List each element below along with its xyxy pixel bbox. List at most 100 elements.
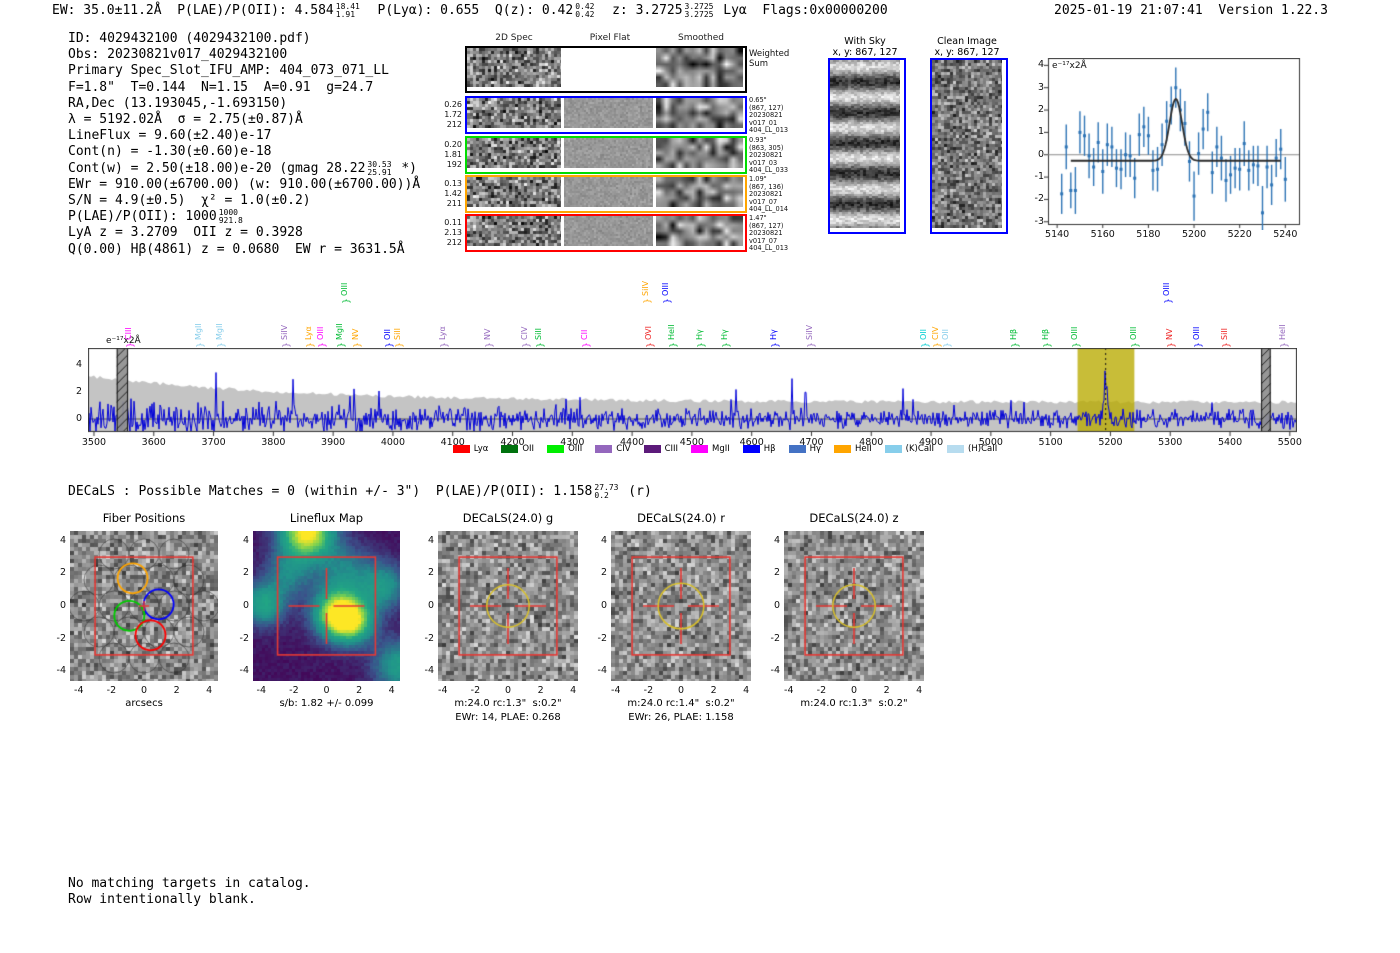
emission-line-label-text: Hγ [769,329,779,340]
cutout-right-value: (867, 136) [749,182,784,191]
cutout-right-value: v017_07 [749,236,778,245]
fit-ytick-label: 4 [1037,59,1044,71]
spectrum-xtick-label: 5500 [1277,437,1302,448]
cutout-col-header: Smoothed [678,33,724,43]
legend-item: MgII [691,444,730,454]
bracket-glyph: { [720,342,731,348]
footer-note: No matching targets in catalog. Row inte… [68,876,311,908]
panel-xtick-label: 4 [916,685,923,696]
spectrum-legend: Lyα OII OIII CIV CIII MgII Hβ Hγ HeII (K)CaII (H)C… [360,444,1090,454]
legend-label: CIV [616,444,631,454]
header-meta: 2025-01-19 21:07:41 Version 1.22.3 [1054,3,1328,18]
cutout-2dspec-image [467,48,561,87]
legend-label: Lyα [473,444,489,454]
panel-ytick-label: -4 [424,665,434,677]
panel-caption-2: EWr: 14, PLAE: 0.268 [455,712,561,723]
spectrum-ytick-label: 0 [75,413,82,424]
cutout-right-value: 404_LL_013 [749,244,789,253]
cutout-right-value: 20230821 [749,190,783,199]
emission-line-label-text: CII [579,329,589,340]
panel-xtick-label: 0 [504,685,512,696]
legend-swatch-icon [742,445,760,453]
cutout-smoothed-image [656,216,743,246]
bracket-glyph: { [215,342,226,348]
panel-xtick-label: -2 [643,685,654,696]
legend-label: Hβ [763,444,776,454]
panel-ytick-label: -4 [239,665,249,677]
panel-ytick-label: 2 [600,567,607,579]
bracket-glyph: { [695,342,706,348]
panel-xtick-label: -2 [816,685,827,696]
panel-image-2 [438,531,578,681]
header-text-6: Lyα Flags:0x00000200 [715,3,888,18]
panel-xtick-label: -4 [74,685,84,696]
panel-xtick-label: -2 [106,685,117,696]
panel-ytick-label: -4 [770,665,780,677]
info-line-10: S/N = 4.9(±0.5) χ² = 1.0(±0.2) [68,193,311,209]
panel-ytick-label: 2 [427,567,434,579]
cutout-pixelflat-image [564,98,653,128]
emission-line-label-text: SiII [1219,327,1229,340]
panel-ytick-label: 2 [242,567,249,579]
emission-line-label-text: Hγ [720,329,730,340]
header-frac-1: 18.41 1.91 [335,2,360,19]
cutout-left-value: 212 [446,120,462,129]
spectrum-xtick-label: 4100 [440,437,465,448]
panel-title: Lineflux Map [289,511,364,525]
sky-title-line: With Sky [844,36,886,47]
legend-item: HeII [834,444,872,454]
cutout-left-value: 1.72 [444,110,462,119]
cutout-right-value: 1.09" [749,175,767,183]
cutout-pixelflat-image [564,216,653,246]
emission-line-label-text: OII [382,328,392,340]
panel-xtick-label: -4 [611,685,621,696]
cutout-right-value: 0.65" [749,96,767,104]
emission-line-label-text: Lyα [304,326,314,340]
legend-swatch-icon [884,445,902,453]
panel-xtick-label: 0 [140,685,148,696]
bracket-glyph: { [1041,342,1052,348]
cutout-row-left-labels: 0.20 1.81 192 [438,140,462,170]
footer-line-2: Row intentionally blank. [68,892,256,908]
panel-ytick-label: 4 [427,534,434,546]
bracket-glyph: { [534,342,545,348]
legend-label: OII [522,444,535,454]
bracket-glyph: { [941,342,952,348]
cutout-pixelflat-image [564,177,653,207]
info-line-11-frac-0: 1000 921.8 [218,208,243,226]
panel-xtick-label: 2 [883,685,890,696]
cutout-row-right-labels: 0.93" (863, 305) 20230821 v017_03 404_LL_033 [749,136,809,175]
legend-item: Lyα [452,444,489,454]
bracket-glyph: { [1220,342,1231,348]
panel-ytick-label: -2 [56,632,66,644]
panel-ytick-label: 4 [59,534,66,546]
info-line-4: RA,Dec (13.193045,-1.693150) [68,95,288,111]
panel-xtick-label: 0 [850,685,858,696]
fit-xtick-label: 5160 [1090,229,1115,240]
report-timestamp: 2025-01-19 21:07:41 [1054,3,1203,18]
emission-line-label-text: HeII [1278,324,1288,340]
cutout-2dspec-image [467,98,561,128]
spectrum-xtick-label: 5000 [978,437,1003,448]
panel-title: DECaLS(24.0) z [809,511,899,525]
fit-ytick-label: -1 [1034,171,1044,183]
panel-xtick-label: -2 [470,685,481,696]
panel-xtick-label: 4 [388,685,395,696]
header-text-2: P(Lyα): 0.655 Q(z): 0.42 [361,3,574,18]
panel-caption-1: m:24.0 rc:1.4" s:0.2" [627,698,735,709]
info-line-1: Obs: 20230821v017_4029432100 [68,47,288,63]
legend-swatch-icon [643,445,661,453]
panel-ytick-label: -4 [597,665,607,677]
cutout-2dspec-image [467,216,561,246]
fit-ytick-label: -3 [1034,215,1044,227]
fit-ytick-label: -2 [1034,193,1044,205]
cutout-left-value: 192 [446,160,462,169]
panel-caption-1: s/b: 1.82 +/- 0.099 [279,698,374,709]
weighted-sum-line: Weighted [749,49,790,59]
emission-line-label-text: SiIV [279,324,289,340]
info-line-0: ID: 4029432100 (4029432100.pdf) [68,31,311,46]
cutout-right-value: 0.93" [749,136,767,144]
spectrum-xtick-label: 4200 [500,437,525,448]
cutout-right-value: (867, 127) [749,221,784,230]
fit-ytick-label: 0 [1037,148,1044,160]
